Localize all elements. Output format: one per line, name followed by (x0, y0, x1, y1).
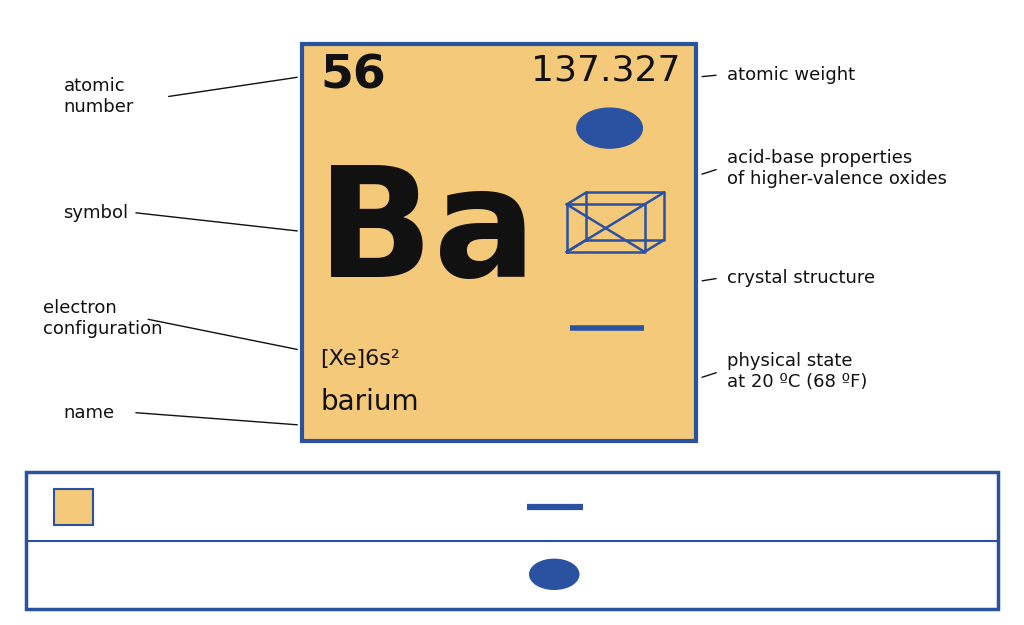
FancyBboxPatch shape (26, 472, 998, 609)
Text: electron
configuration: electron configuration (43, 299, 163, 338)
Text: acid-base properties
of higher-valence oxides: acid-base properties of higher-valence o… (727, 149, 947, 188)
Text: crystal structure: crystal structure (727, 269, 876, 287)
Text: Solid: Solid (596, 498, 644, 516)
FancyBboxPatch shape (54, 489, 93, 525)
Text: name: name (63, 404, 115, 421)
Circle shape (529, 559, 579, 589)
Text: [Xe]6s²: [Xe]6s² (321, 349, 400, 369)
Circle shape (577, 108, 642, 148)
Text: 137.327: 137.327 (531, 53, 681, 87)
Text: Body-centred cubic: Body-centred cubic (112, 565, 300, 584)
Text: physical state
at 20 ºC (68 ºF): physical state at 20 ºC (68 ºF) (727, 352, 867, 391)
Text: 56: 56 (321, 53, 386, 98)
Text: Alkaline-earth metals: Alkaline-earth metals (112, 498, 319, 516)
Text: symbol: symbol (63, 204, 129, 221)
Text: Ba: Ba (317, 160, 537, 309)
Text: atomic
number: atomic number (63, 78, 134, 116)
Text: barium: barium (321, 388, 419, 416)
Text: Strongly basic: Strongly basic (595, 565, 733, 584)
Text: atomic weight: atomic weight (727, 66, 855, 84)
FancyBboxPatch shape (302, 44, 696, 441)
